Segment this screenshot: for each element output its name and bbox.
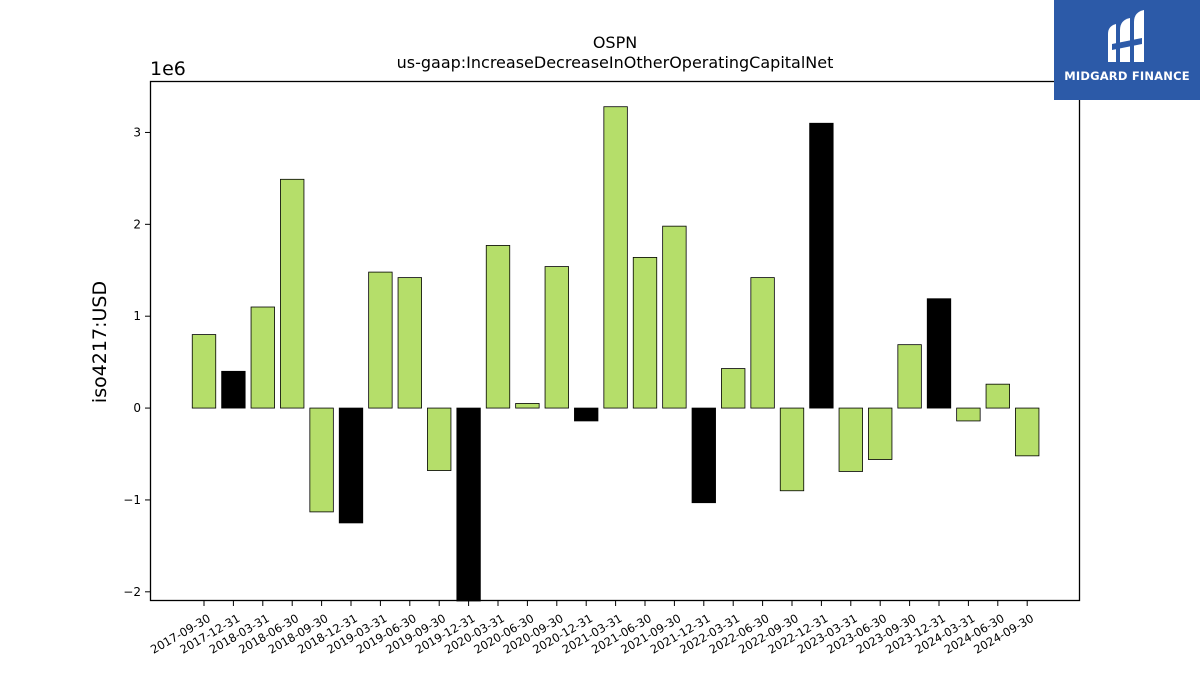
plot-frame — [149, 80, 1081, 602]
y-tick-label: 2 — [133, 217, 141, 231]
y-axis-multiplier: 1e6 — [150, 58, 186, 80]
y-tick-label: 3 — [133, 125, 141, 139]
bar-2021-12-31 — [691, 407, 716, 504]
bar-2020-09-30 — [544, 266, 569, 409]
bar-2021-09-30 — [662, 225, 687, 409]
y-tick-label: −2 — [123, 585, 141, 599]
bar-2019-09-30 — [427, 407, 452, 471]
bar-2019-06-30 — [397, 277, 422, 409]
bar-2021-06-30 — [632, 256, 658, 409]
bar-2022-12-31 — [809, 122, 834, 409]
bar-2023-12-31 — [926, 298, 952, 409]
bar-2018-12-31 — [338, 407, 364, 524]
midgard-logo-icon — [1108, 10, 1144, 62]
y-tick-label: 1 — [133, 309, 141, 323]
bar-2019-12-31 — [456, 407, 481, 602]
y-axis-label: iso4217:USD — [89, 281, 111, 403]
y-ticks-group: −2 −1 0 1 2 3 — [123, 125, 150, 599]
bar-2018-03-31 — [250, 306, 275, 409]
bar-2018-09-30 — [309, 407, 334, 513]
midgard-finance-logo: MIDGARD FINANCE — [1054, 0, 1200, 100]
bar-2020-06-30 — [515, 403, 540, 409]
chart-title: OSPN — [593, 33, 637, 52]
bar-2023-03-31 — [838, 407, 863, 472]
bar-2017-09-30 — [191, 334, 217, 409]
bar-2024-09-30 — [1015, 407, 1040, 457]
chart-subtitle: us-gaap:IncreaseDecreaseInOtherOperating… — [397, 53, 834, 72]
bar-2024-06-30 — [985, 383, 1010, 409]
bar-2020-12-31 — [574, 407, 599, 422]
bars-group — [191, 106, 1040, 602]
bar-2017-12-31 — [221, 370, 246, 409]
bar-2022-06-30 — [750, 277, 775, 409]
bar-2022-03-31 — [721, 368, 746, 409]
bar-2023-06-30 — [868, 407, 893, 460]
bar-2020-03-31 — [485, 245, 511, 409]
bar-2022-09-30 — [779, 407, 805, 492]
logo-text: MIDGARD FINANCE — [1064, 69, 1190, 83]
bar-2021-03-31 — [603, 106, 628, 409]
bar-2019-03-31 — [368, 271, 393, 409]
bar-2023-09-30 — [897, 344, 922, 409]
y-tick-label: 0 — [133, 401, 141, 415]
bar-2018-06-30 — [280, 178, 305, 409]
bar-2024-03-31 — [956, 407, 981, 422]
x-ticks-group: 2017-09-302017-12-312018-03-312018-06-30… — [148, 601, 1036, 657]
y-tick-label: −1 — [123, 493, 141, 507]
